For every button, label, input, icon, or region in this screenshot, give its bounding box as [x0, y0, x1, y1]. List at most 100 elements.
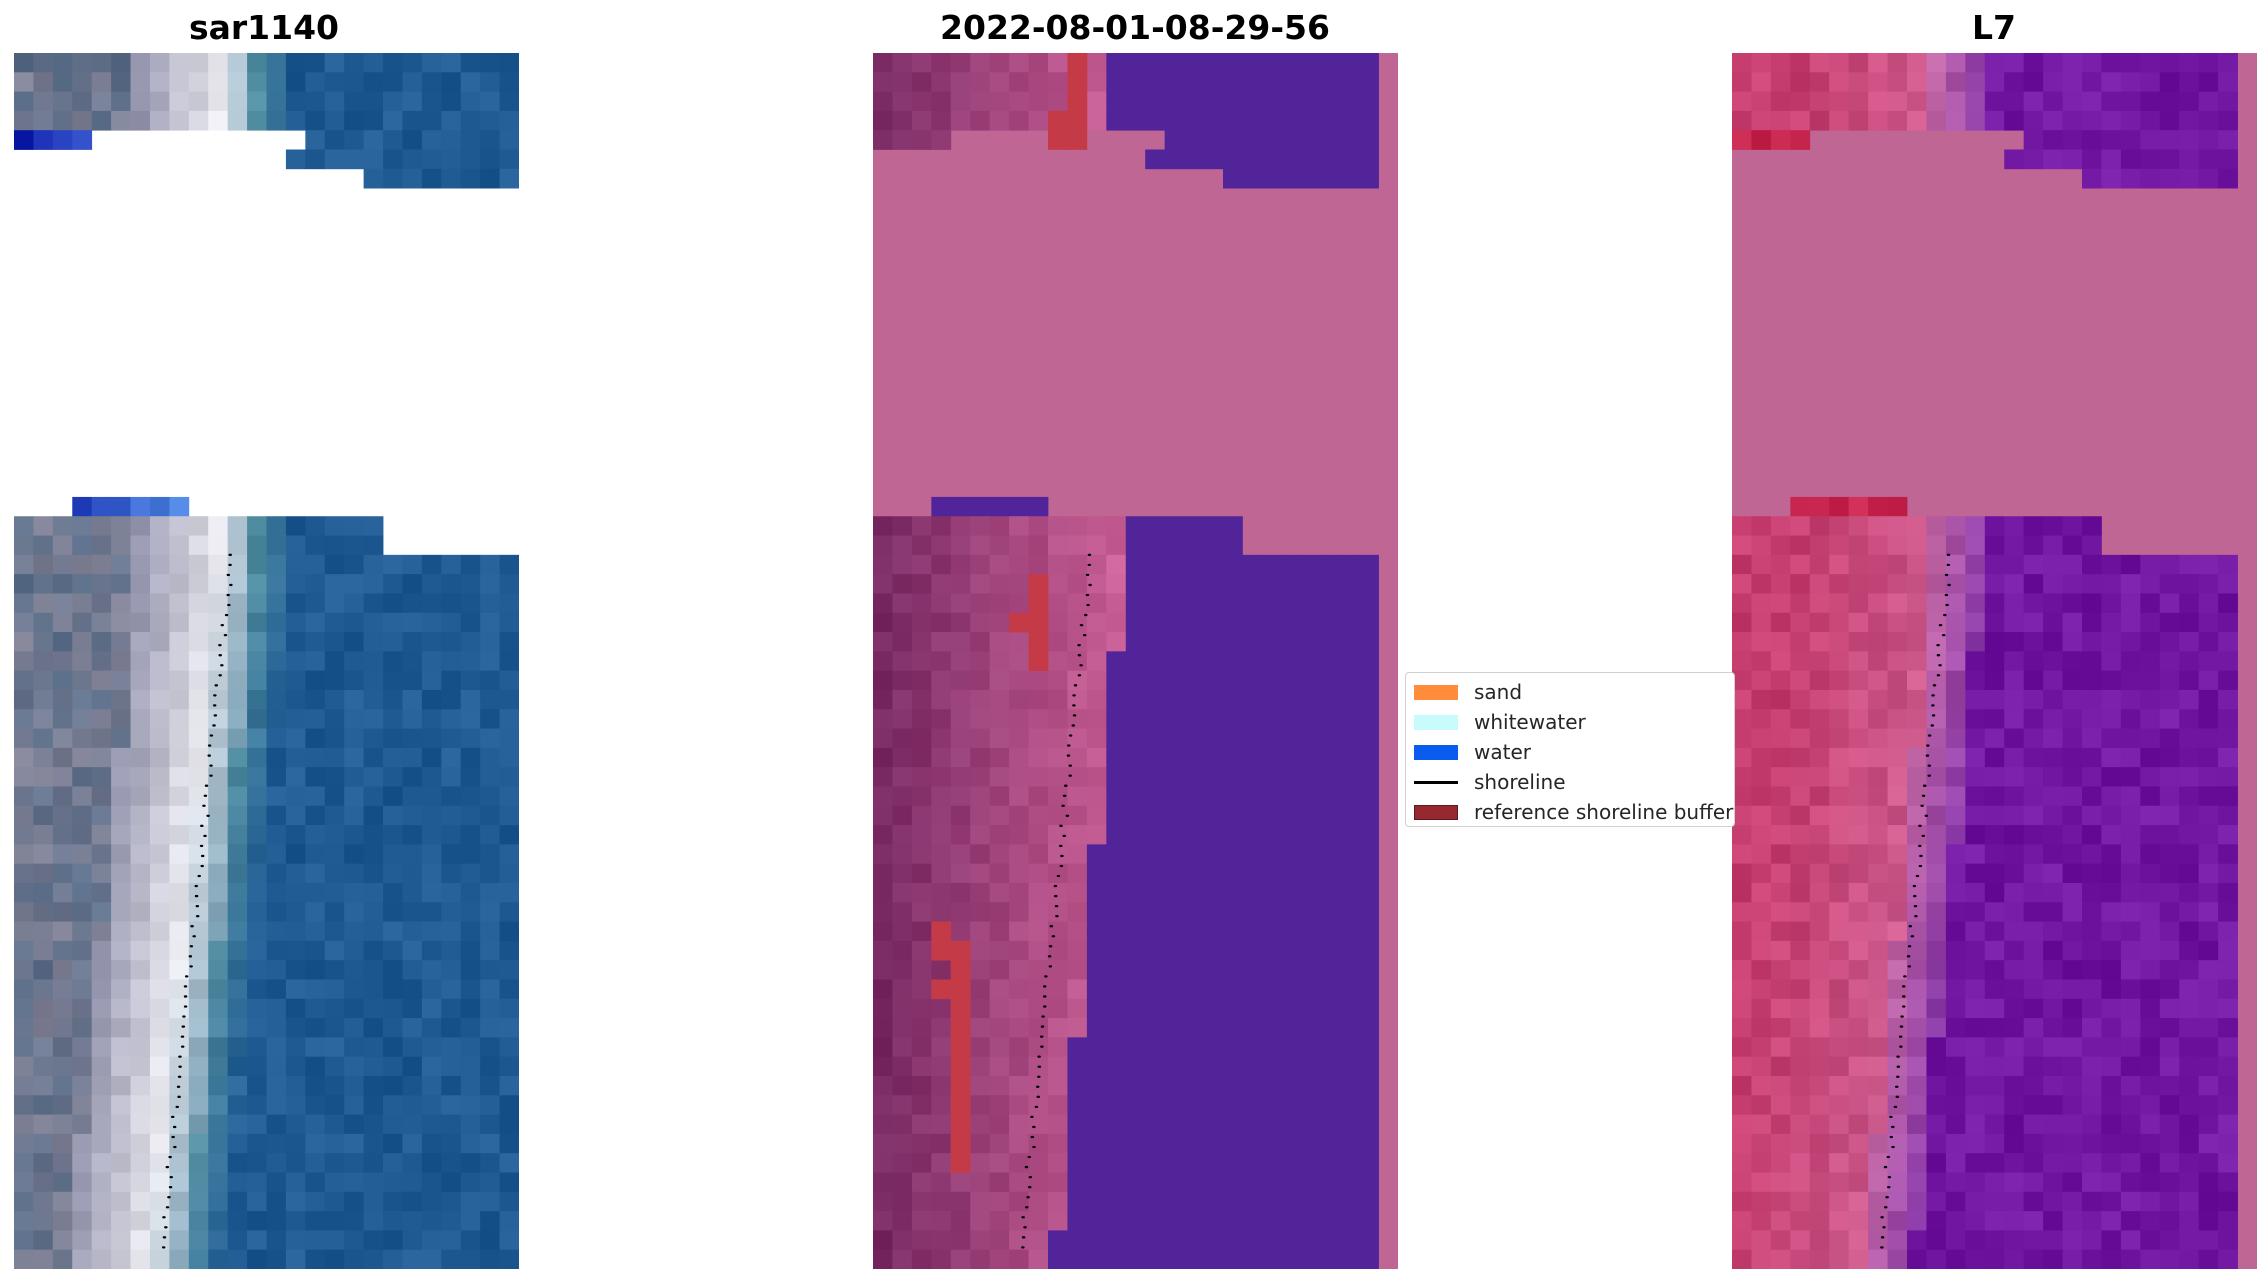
index-pixel	[2140, 1114, 2161, 1135]
class-pixel	[911, 1018, 932, 1038]
class-pixel	[873, 1056, 893, 1077]
class-pixel	[911, 130, 932, 150]
raster-pixel	[441, 1133, 462, 1154]
class-pixel	[1067, 863, 1088, 884]
raster-pixel	[91, 632, 112, 652]
raster-pixel	[247, 1095, 267, 1115]
raster-pixel	[383, 651, 403, 672]
raster-pixel	[480, 1211, 500, 1231]
index-pixel	[1751, 825, 1772, 845]
shoreline-point	[1021, 1246, 1025, 1249]
raster-pixel	[480, 1037, 500, 1058]
index-pixel	[2218, 91, 2238, 112]
class-pixel	[1320, 670, 1341, 691]
class-pixel	[1125, 805, 1146, 826]
class-pixel	[1028, 786, 1049, 807]
index-pixel	[2043, 940, 2063, 961]
class-pixel	[1164, 863, 1185, 884]
shoreline-point	[1938, 623, 1943, 627]
raster-pixel	[247, 863, 267, 884]
class-pixel	[1048, 728, 1068, 749]
raster-pixel	[169, 554, 190, 575]
class-pixel	[1320, 940, 1341, 961]
raster-pixel	[499, 709, 519, 729]
index-pixel	[1732, 110, 1752, 131]
class-pixel	[1281, 1037, 1302, 1058]
index-pixel	[2101, 728, 2122, 749]
raster-pixel	[441, 844, 462, 865]
class-pixel	[1184, 844, 1204, 865]
index-pixel	[1965, 1172, 1986, 1193]
index-pixel	[1809, 1095, 1830, 1115]
raster-pixel	[227, 110, 248, 131]
class-pixel	[1203, 1095, 1224, 1115]
index-pixel	[1770, 53, 1791, 73]
class-pixel	[1281, 670, 1302, 691]
class-pixel	[1184, 1133, 1204, 1154]
raster-pixel	[111, 728, 131, 749]
raster-pixel	[33, 535, 54, 556]
class-pixel	[1086, 53, 1107, 73]
raster-pixel	[14, 1211, 34, 1231]
index-pixel	[2140, 1133, 2161, 1154]
index-pixel	[1945, 902, 1966, 922]
index-pixel	[1907, 728, 1927, 749]
index-pixel	[2062, 728, 2083, 749]
class-pixel	[1145, 767, 1166, 787]
index-pixel	[1829, 91, 1850, 112]
index-pixel	[2004, 535, 2025, 556]
index-pixel	[1887, 1095, 1908, 1115]
raster-pixel	[130, 979, 151, 1000]
raster-pixel	[149, 72, 170, 92]
index-pixel	[1751, 940, 1772, 961]
index-pixel	[1984, 1172, 2005, 1193]
index-pixel	[1732, 709, 1752, 729]
class-pixel	[1184, 110, 1204, 131]
class-pixel	[950, 496, 971, 517]
reference-buffer-swatch	[1414, 805, 1458, 820]
raster-pixel	[383, 863, 403, 884]
raster-pixel	[111, 882, 131, 903]
class-pixel	[1086, 1172, 1107, 1193]
index-pixel	[1809, 1172, 1830, 1193]
index-pixel	[2101, 902, 2122, 922]
shoreline-point	[1941, 633, 1946, 637]
class-pixel	[1067, 1133, 1088, 1154]
class-pixel	[1261, 149, 1282, 170]
index-pixel	[1770, 805, 1791, 826]
class-pixel	[1106, 1056, 1127, 1077]
class-pixel	[892, 651, 913, 672]
index-pixel	[2140, 786, 2161, 807]
class-pixel	[892, 998, 913, 1019]
raster-pixel	[499, 168, 519, 189]
class-pixel	[1028, 747, 1049, 768]
index-pixel	[1965, 940, 1986, 961]
class-pixel	[1125, 882, 1146, 903]
class-pixel	[1009, 1018, 1029, 1038]
class-pixel	[1028, 72, 1049, 92]
class-pixel	[1320, 1056, 1341, 1077]
index-pixel	[1965, 110, 1986, 131]
class-pixel	[1028, 728, 1049, 749]
raster-pixel	[285, 767, 306, 787]
raster-pixel	[149, 612, 170, 633]
class-pixel	[1223, 1133, 1243, 1154]
class-pixel	[950, 110, 971, 131]
class-pixel	[1281, 689, 1302, 710]
index-pixel	[2082, 863, 2102, 884]
index-pixel	[1984, 960, 2005, 980]
class-pixel	[1339, 1056, 1360, 1077]
class-pixel	[1184, 940, 1204, 961]
raster-pixel	[130, 1018, 151, 1038]
class-pixel	[1242, 149, 1263, 170]
class-pixel	[1184, 1172, 1204, 1193]
raster-pixel	[14, 960, 34, 980]
index-pixel	[1965, 670, 1986, 691]
index-pixel	[2120, 1172, 2141, 1193]
index-pixel	[2082, 168, 2102, 189]
index-pixel	[1848, 1172, 1869, 1193]
class-pixel	[892, 844, 913, 865]
raster-pixel	[305, 689, 326, 710]
index-pixel	[1868, 1037, 1888, 1058]
shoreline-point	[1946, 553, 1951, 556]
